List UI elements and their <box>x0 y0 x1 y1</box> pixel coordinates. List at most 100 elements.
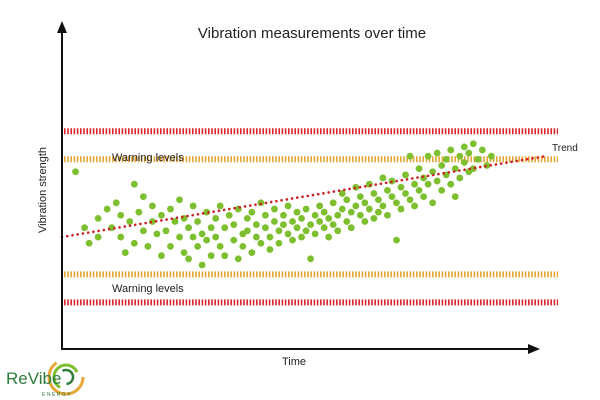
data-point <box>320 208 328 216</box>
logo-wordmark: ReVibe <box>6 369 61 388</box>
data-point <box>126 218 134 225</box>
data-point <box>424 180 432 188</box>
data-point <box>406 152 414 160</box>
data-point <box>234 255 242 263</box>
data-point <box>212 214 220 222</box>
data-point <box>442 155 450 163</box>
data-point <box>130 239 138 247</box>
data-point <box>356 193 364 201</box>
data-point <box>438 186 446 194</box>
data-point <box>262 224 269 232</box>
data-point <box>243 214 251 222</box>
warning-label-lower: Warning levels <box>112 283 184 295</box>
data-point <box>370 214 378 222</box>
data-point <box>81 224 88 232</box>
data-point <box>352 202 360 210</box>
data-point <box>117 233 125 241</box>
data-point <box>158 252 165 260</box>
data-point <box>262 211 269 219</box>
data-point <box>424 152 432 160</box>
data-point <box>130 180 138 188</box>
trend-label: Trend <box>552 143 578 154</box>
data-point <box>420 193 427 201</box>
data-point <box>189 233 197 241</box>
data-point <box>230 221 238 229</box>
data-point <box>361 199 369 207</box>
data-point <box>316 202 324 210</box>
data-point <box>402 190 409 197</box>
data-point <box>275 227 283 235</box>
data-point <box>112 199 120 207</box>
data-point <box>275 239 283 247</box>
data-point <box>397 183 405 191</box>
data-point <box>216 202 224 210</box>
data-point <box>189 202 197 210</box>
data-point <box>230 236 238 244</box>
data-point <box>384 186 391 194</box>
data-point <box>103 205 111 213</box>
data-point <box>338 190 346 197</box>
data-point <box>415 165 423 173</box>
data-point <box>72 168 79 176</box>
data-point <box>207 252 215 260</box>
revibe-logo: ReVibe ENERGY <box>6 358 85 398</box>
data-point <box>325 214 333 222</box>
data-point <box>460 159 468 166</box>
data-point <box>347 224 355 232</box>
data-point <box>379 174 387 182</box>
data-point <box>329 199 337 207</box>
data-point <box>311 230 319 238</box>
data-point <box>194 242 202 250</box>
data-point <box>307 255 314 263</box>
logo-tagline: ENERGY <box>42 392 72 398</box>
data-point <box>239 242 247 250</box>
data-point <box>176 196 183 204</box>
data-point <box>144 242 152 250</box>
data-point <box>334 227 342 235</box>
data-point <box>135 208 143 216</box>
data-point <box>456 174 464 182</box>
data-point <box>379 202 387 210</box>
data-point <box>347 208 355 216</box>
data-point <box>420 174 427 182</box>
data-point <box>185 255 192 263</box>
data-point <box>474 155 482 163</box>
data-point <box>248 208 256 216</box>
data-point <box>338 205 346 213</box>
chart-title: Vibration measurements over time <box>198 25 426 42</box>
data-point <box>365 180 373 188</box>
data-point <box>465 149 473 157</box>
data-point <box>153 230 161 238</box>
data-point <box>266 246 274 253</box>
data-point <box>397 205 405 213</box>
data-point <box>176 233 183 241</box>
data-point <box>149 202 156 210</box>
data-point <box>167 242 174 250</box>
data-point <box>411 180 418 188</box>
trend-line <box>60 154 547 239</box>
data-point <box>248 249 256 256</box>
data-point <box>167 205 174 213</box>
data-point <box>243 227 251 235</box>
data-point <box>271 205 278 213</box>
data-point <box>284 230 292 238</box>
data-point <box>402 171 409 179</box>
data-point <box>429 199 437 207</box>
data-point <box>139 227 147 235</box>
data-point <box>94 214 102 222</box>
data-point <box>329 221 337 229</box>
data-point <box>433 177 441 185</box>
x-axis-arrow <box>528 344 540 354</box>
data-point <box>289 218 296 225</box>
data-point <box>221 252 229 260</box>
data-point <box>266 233 274 241</box>
data-point <box>447 146 455 154</box>
data-point <box>94 233 102 241</box>
data-point <box>320 224 328 232</box>
data-point <box>302 205 310 213</box>
y-axis-arrow <box>57 21 67 33</box>
data-point <box>356 211 364 219</box>
data-point <box>252 221 260 229</box>
data-point <box>388 193 396 201</box>
data-point <box>198 261 206 269</box>
